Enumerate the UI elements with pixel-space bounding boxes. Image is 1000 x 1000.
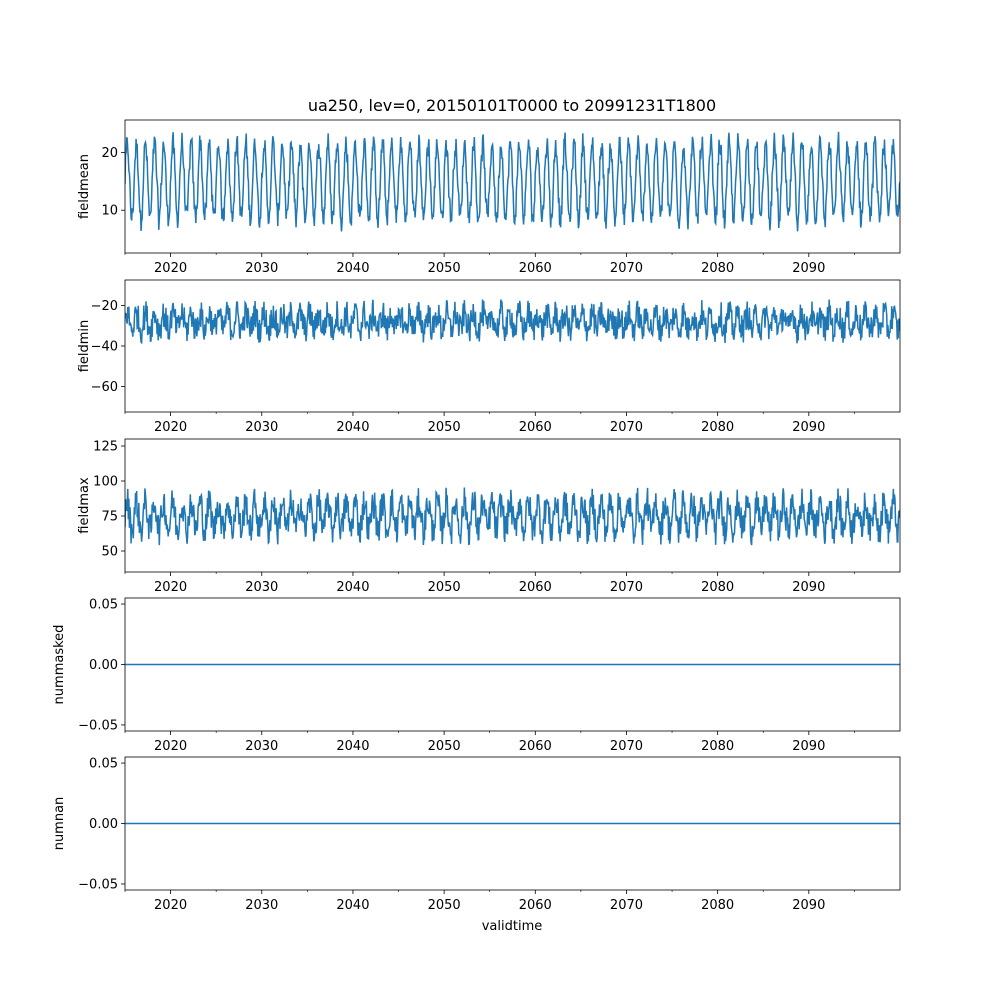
chart-title: ua250, lev=0, 20150101T0000 to 20991231T… (308, 96, 716, 115)
y-axis-label: fieldmin (77, 320, 92, 373)
x-tick-label: 2090 (792, 898, 825, 913)
x-tick-label: 2050 (428, 580, 461, 595)
x-tick-label: 2040 (336, 898, 369, 913)
axes-frame (124, 279, 901, 413)
x-tick-label: 2060 (519, 580, 552, 595)
x-tick-label: 2050 (428, 420, 461, 435)
y-axis-label: fieldmean (77, 154, 92, 219)
y-tick-label: 125 (93, 440, 118, 455)
x-tick-label: 2090 (792, 261, 825, 276)
y-tick-label: 0.00 (89, 817, 118, 832)
x-tick-label: 2050 (428, 739, 461, 754)
x-tick-label: 2080 (701, 580, 734, 595)
y-tick-label: −60 (91, 380, 118, 395)
x-tick-label: 2020 (154, 420, 187, 435)
x-tick-label: 2050 (428, 261, 461, 276)
x-tick-label: 2090 (792, 580, 825, 595)
y-tick-label: 100 (93, 475, 118, 490)
y-tick-label: 20 (101, 146, 118, 161)
x-tick-label: 2030 (245, 420, 278, 435)
x-tick-label: 2070 (610, 898, 643, 913)
x-tick-label: 2020 (154, 580, 187, 595)
x-tick-label: 2020 (154, 261, 187, 276)
x-tick-label: 2020 (154, 898, 187, 913)
y-tick-label: 50 (101, 545, 118, 560)
axes-frame (124, 119, 901, 254)
x-tick-label: 2040 (336, 580, 369, 595)
x-tick-label: 2040 (336, 420, 369, 435)
axes-frame (124, 438, 901, 573)
x-tick-label: 2070 (610, 739, 643, 754)
panel-nummasked: −0.05 0.00 0.05 2020 2030 2040 2050 2060 2070 208… (52, 598, 901, 754)
y-axis-label: nummasked (52, 625, 67, 705)
x-tick-label: 2030 (245, 739, 278, 754)
panel-fieldmin: −60 −40 −20 2020 2030 2040 2050 2060 2070 2080 209… (77, 279, 901, 435)
y-tick-label: −0.05 (78, 718, 118, 733)
x-tick-label: 2070 (610, 580, 643, 595)
panel-numnan: −0.05 0.00 0.05 2020 2030 2040 2050 2060 2070 208… (52, 757, 901, 913)
x-tick-label: 2080 (701, 261, 734, 276)
x-tick-label: 2080 (701, 898, 734, 913)
y-tick-label: 75 (101, 510, 118, 525)
x-tick-label: 2090 (792, 739, 825, 754)
y-tick-label: 0.05 (89, 598, 118, 613)
x-tick-label: 2060 (519, 739, 552, 754)
x-tick-label: 2070 (610, 261, 643, 276)
series-line-fieldmin (125, 299, 900, 345)
series-line-fieldmean (125, 131, 900, 232)
y-tick-label: 0.00 (89, 658, 118, 673)
y-axis-label: fieldmax (77, 477, 92, 534)
x-tick-label: 2060 (519, 898, 552, 913)
y-tick-label: −40 (91, 340, 118, 355)
x-tick-label: 2090 (792, 420, 825, 435)
y-tick-label: −0.05 (78, 877, 118, 892)
y-axis-label: numnan (52, 797, 67, 851)
x-tick-label: 2040 (336, 261, 369, 276)
panel-fieldmax: 50 75 100 125 2020 2030 2040 2050 2060 2070 2080 20… (77, 438, 901, 595)
x-tick-label: 2060 (519, 420, 552, 435)
series-line-fieldmax (125, 487, 900, 546)
x-tick-label: 2070 (610, 420, 643, 435)
x-tick-label: 2020 (154, 739, 187, 754)
y-tick-label: 10 (101, 204, 118, 219)
y-tick-label: 0.05 (89, 757, 118, 772)
y-tick-label: −20 (91, 299, 118, 314)
x-tick-label: 2080 (701, 420, 734, 435)
x-tick-label: 2040 (336, 739, 369, 754)
x-tick-label: 2060 (519, 261, 552, 276)
x-tick-label: 2050 (428, 898, 461, 913)
x-axis-label: validtime (482, 919, 543, 934)
x-tick-label: 2030 (245, 261, 278, 276)
x-tick-label: 2030 (245, 580, 278, 595)
x-tick-label: 2030 (245, 898, 278, 913)
x-tick-label: 2080 (701, 739, 734, 754)
